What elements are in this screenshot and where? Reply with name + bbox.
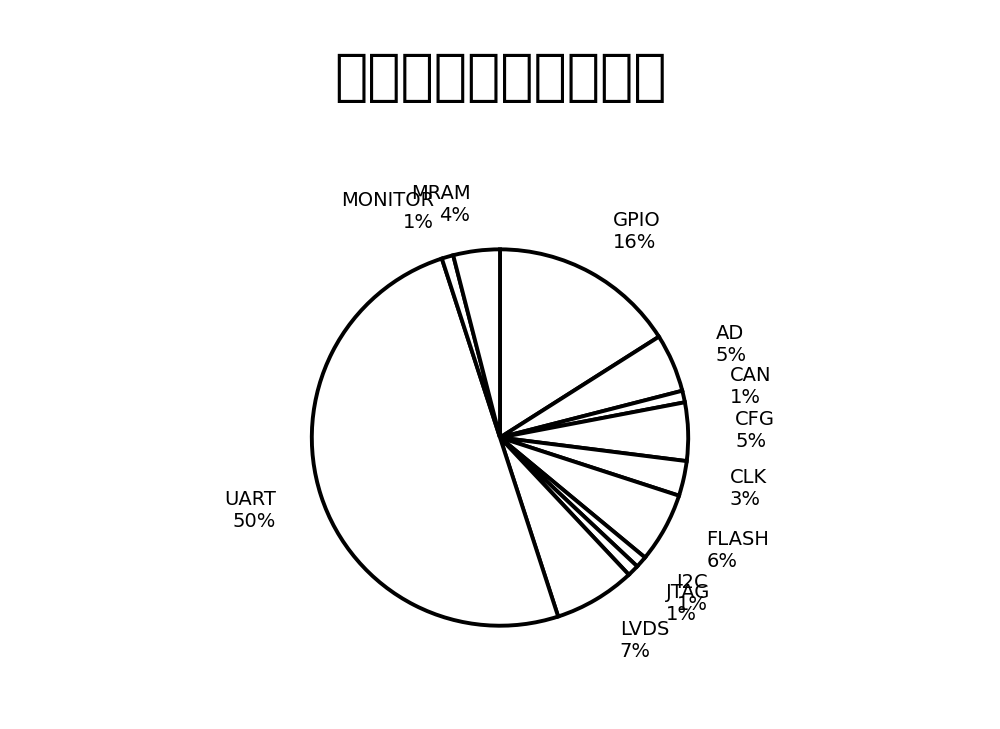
Text: MRAM
4%: MRAM 4% [411, 184, 471, 225]
Wedge shape [500, 437, 679, 558]
Text: AD
5%: AD 5% [716, 324, 747, 364]
Wedge shape [500, 437, 645, 566]
Wedge shape [500, 402, 688, 461]
Text: CAN
1%: CAN 1% [730, 366, 771, 407]
Text: MONITOR
1%: MONITOR 1% [341, 191, 434, 232]
Wedge shape [500, 337, 682, 437]
Text: CFG
5%: CFG 5% [735, 410, 775, 451]
Text: FLASH
6%: FLASH 6% [706, 531, 769, 572]
Text: JTAG
1%: JTAG 1% [666, 583, 711, 624]
Text: GPIO
16%: GPIO 16% [613, 211, 661, 252]
Wedge shape [500, 391, 685, 437]
Text: LVDS
7%: LVDS 7% [620, 620, 669, 660]
Wedge shape [442, 255, 500, 437]
Wedge shape [500, 437, 629, 617]
Text: I2C
1%: I2C 1% [676, 572, 708, 614]
Wedge shape [500, 249, 659, 437]
Text: UART
50%: UART 50% [224, 490, 276, 531]
Wedge shape [500, 437, 687, 496]
Text: 功能管脚设计占比统计: 功能管脚设计占比统计 [334, 51, 666, 105]
Text: CLK
3%: CLK 3% [730, 468, 767, 510]
Wedge shape [312, 259, 558, 625]
Wedge shape [453, 249, 500, 437]
Wedge shape [500, 437, 637, 574]
